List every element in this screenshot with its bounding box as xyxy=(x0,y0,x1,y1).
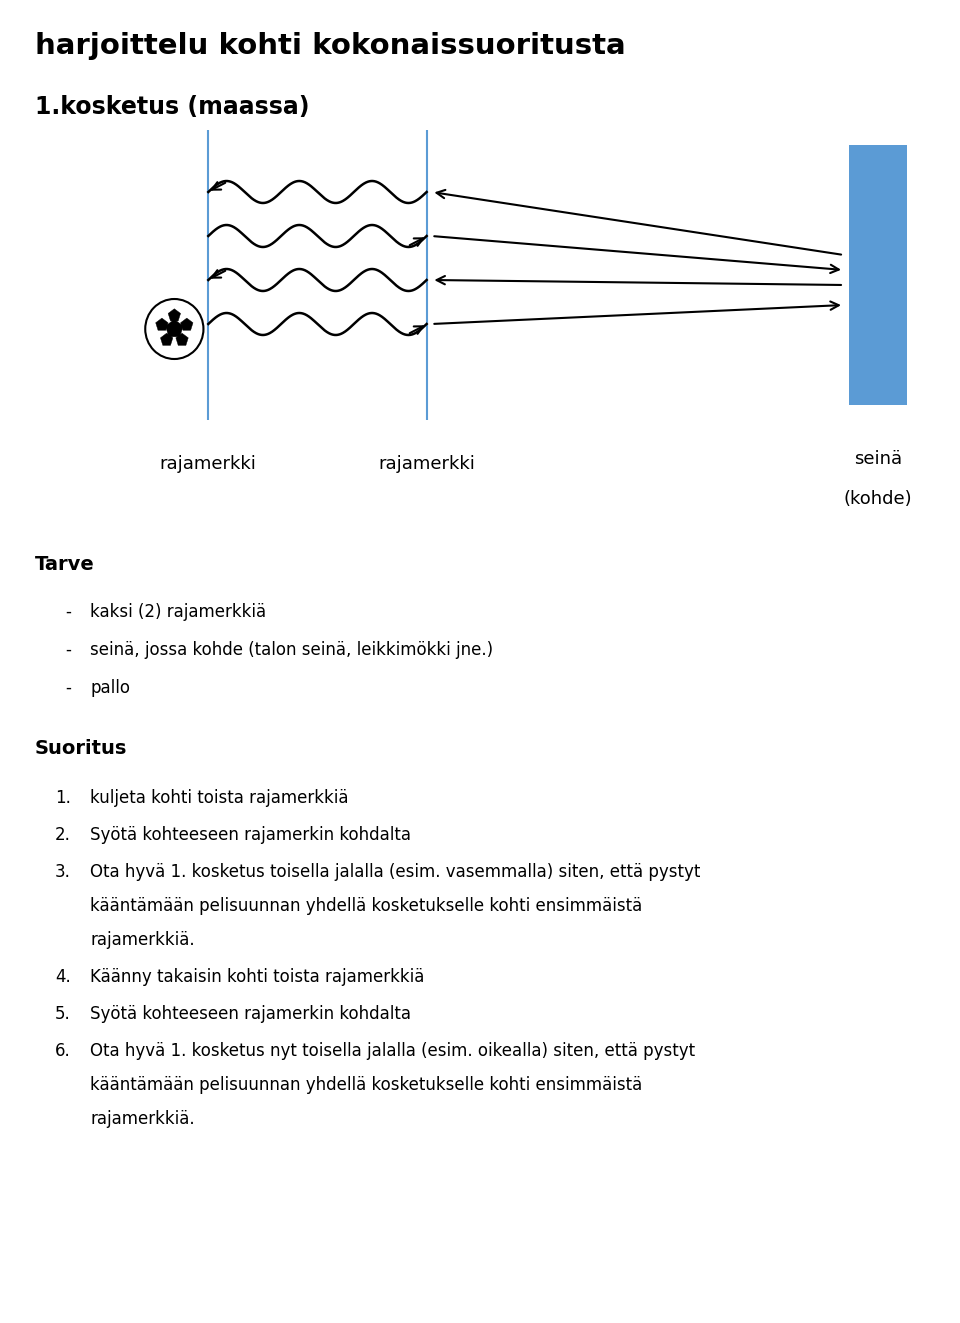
Text: harjoittelu kohti kokonaissuoritusta: harjoittelu kohti kokonaissuoritusta xyxy=(35,32,626,60)
Text: rajamerkkiä.: rajamerkkiä. xyxy=(90,1110,195,1129)
Text: 1.kosketus (maassa): 1.kosketus (maassa) xyxy=(35,95,309,119)
Text: kaksi (2) rajamerkkiä: kaksi (2) rajamerkkiä xyxy=(90,603,266,620)
Text: kuljeta kohti toista rajamerkkiä: kuljeta kohti toista rajamerkkiä xyxy=(90,789,348,807)
Text: 1.: 1. xyxy=(55,789,71,807)
Text: rajamerkkiä.: rajamerkkiä. xyxy=(90,931,195,949)
Text: (kohde): (kohde) xyxy=(844,490,912,508)
Text: 6.: 6. xyxy=(55,1043,71,1060)
Text: Ota hyvä 1. kosketus nyt toisella jalalla (esim. oikealla) siten, että pystyt: Ota hyvä 1. kosketus nyt toisella jalall… xyxy=(90,1043,695,1060)
Text: Suoritus: Suoritus xyxy=(35,740,128,758)
Polygon shape xyxy=(156,318,168,331)
Text: 4.: 4. xyxy=(55,968,71,986)
Text: Syötä kohteeseen rajamerkin kohdalta: Syötä kohteeseen rajamerkin kohdalta xyxy=(90,1005,411,1023)
Text: seinä: seinä xyxy=(853,450,901,468)
Text: Ota hyvä 1. kosketus toisella jalalla (esim. vasemmalla) siten, että pystyt: Ota hyvä 1. kosketus toisella jalalla (e… xyxy=(90,863,701,881)
Polygon shape xyxy=(165,319,183,337)
Text: -: - xyxy=(65,679,71,697)
Text: kääntämään pelisuunnan yhdellä kosketukselle kohti ensimmäistä: kääntämään pelisuunnan yhdellä kosketuks… xyxy=(90,897,642,916)
Text: -: - xyxy=(65,642,71,659)
Polygon shape xyxy=(160,333,173,345)
Text: Tarve: Tarve xyxy=(35,556,95,574)
Text: seinä, jossa kohde (talon seinä, leikkimökki jne.): seinä, jossa kohde (talon seinä, leikkim… xyxy=(90,642,493,659)
Text: pallo: pallo xyxy=(90,679,130,697)
Text: rajamerkki: rajamerkki xyxy=(160,455,256,474)
Text: 5.: 5. xyxy=(55,1005,71,1023)
Circle shape xyxy=(145,299,204,359)
Text: 2.: 2. xyxy=(55,826,71,844)
Polygon shape xyxy=(176,333,188,345)
Polygon shape xyxy=(168,308,180,321)
Polygon shape xyxy=(180,318,193,331)
Text: 3.: 3. xyxy=(55,863,71,881)
Text: kääntämään pelisuunnan yhdellä kosketukselle kohti ensimmäistä: kääntämään pelisuunnan yhdellä kosketuks… xyxy=(90,1076,642,1094)
Bar xyxy=(849,146,907,405)
Text: Käänny takaisin kohti toista rajamerkkiä: Käänny takaisin kohti toista rajamerkkiä xyxy=(90,968,424,986)
Text: rajamerkki: rajamerkki xyxy=(378,455,475,474)
Text: Syötä kohteeseen rajamerkin kohdalta: Syötä kohteeseen rajamerkin kohdalta xyxy=(90,826,411,844)
Text: -: - xyxy=(65,603,71,620)
